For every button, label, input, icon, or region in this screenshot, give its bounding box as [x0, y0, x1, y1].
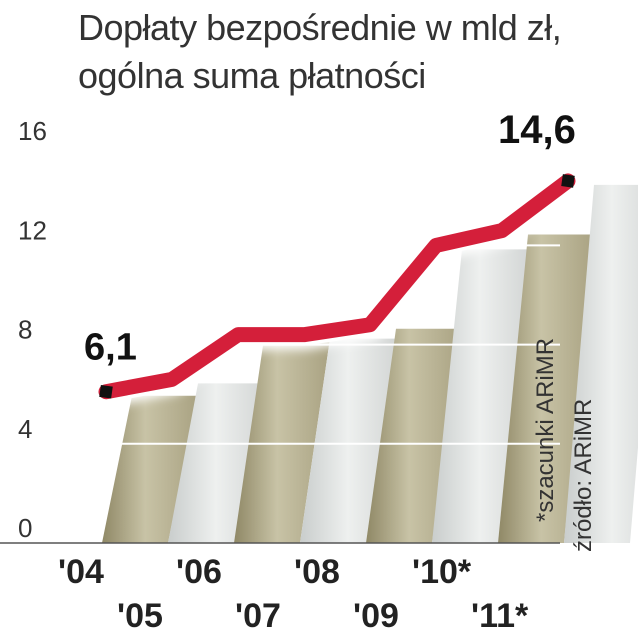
x-tick-label: '08 — [294, 553, 340, 591]
column-band — [102, 395, 198, 543]
x-tick-label: '10* — [412, 553, 472, 591]
column-band — [498, 234, 594, 543]
y-tick-label: 12 — [18, 215, 47, 245]
data-point-marker — [99, 384, 113, 399]
column-band — [234, 338, 330, 543]
column-band — [300, 338, 396, 543]
x-tick-label: '05 — [117, 597, 163, 635]
data-label: 6,1 — [84, 327, 137, 369]
data-point-marker — [561, 174, 575, 188]
source-note: źródło: ARiMR — [570, 398, 597, 552]
x-tick-label: '04 — [58, 553, 104, 591]
chart-title-line-2: ogólna suma płatności — [78, 55, 426, 96]
estimate-note: *szacunki ARiMR — [532, 337, 559, 522]
y-tick-label: 8 — [18, 315, 32, 345]
y-tick-label: 0 — [18, 513, 32, 543]
y-tick-label: 4 — [18, 414, 32, 444]
x-tick-label: '06 — [176, 553, 222, 591]
data-label: 14,6 — [498, 108, 576, 152]
chart-title: Dopłaty bezpośrednie w mld zł, ogólna su… — [78, 4, 618, 100]
x-tick-label: '07 — [235, 597, 281, 635]
column-band — [564, 184, 638, 543]
x-tick-label: '11* — [471, 597, 529, 635]
x-tick-label: '09 — [353, 597, 399, 635]
column-band — [432, 249, 528, 543]
chart-title-line-1: Dopłaty bezpośrednie w mld zł, — [78, 7, 562, 48]
y-tick-label: 16 — [18, 116, 47, 146]
series-line — [98, 173, 576, 400]
